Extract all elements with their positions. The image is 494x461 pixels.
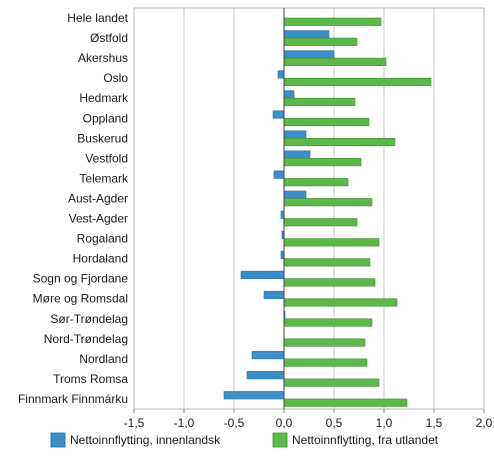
bar-utlandet bbox=[283, 117, 370, 127]
bar-utlandet bbox=[283, 258, 371, 267]
bar-utlandet bbox=[283, 138, 396, 147]
category-label: Buskerud bbox=[77, 131, 128, 145]
bar-utlandet bbox=[283, 178, 349, 187]
bar-utlandet bbox=[283, 77, 432, 86]
x-tick-label: -1,0 bbox=[174, 416, 195, 430]
x-tick-label: 1,5 bbox=[426, 416, 443, 430]
legend-label: Nettoinnflytting, fra utlandet bbox=[292, 433, 439, 447]
bar-utlandet bbox=[283, 358, 368, 367]
bar-innenlandsk bbox=[251, 351, 285, 360]
category-label: Vestfold bbox=[85, 151, 128, 165]
bar-utlandet bbox=[283, 218, 358, 227]
bar-innenlandsk bbox=[283, 190, 307, 199]
category-label: Østfold bbox=[90, 31, 128, 45]
category-label: Akershus bbox=[78, 51, 128, 65]
bar-utlandet bbox=[283, 158, 362, 167]
bar-utlandet bbox=[283, 278, 376, 287]
category-label: Nord-Trøndelag bbox=[44, 332, 128, 346]
x-tick-label: -0,5 bbox=[224, 416, 245, 430]
bar-innenlandsk bbox=[272, 110, 285, 119]
bar-utlandet bbox=[283, 398, 408, 407]
category-label: Aust-Agder bbox=[68, 191, 128, 205]
bar-utlandet bbox=[283, 318, 373, 327]
bar-utlandet bbox=[283, 37, 358, 46]
bar-innenlandsk bbox=[283, 130, 307, 139]
legend-swatch bbox=[272, 432, 288, 448]
category-label: Telemark bbox=[79, 171, 129, 185]
bar-innenlandsk bbox=[263, 290, 285, 300]
bar-utlandet bbox=[283, 57, 387, 66]
bar-innenlandsk bbox=[283, 90, 295, 99]
category-label: Finnmark Finnmárku bbox=[18, 392, 128, 406]
bar-utlandet bbox=[283, 97, 356, 107]
bar-innenlandsk bbox=[273, 170, 285, 179]
plot-area bbox=[133, 7, 485, 410]
bar-utlandet bbox=[283, 338, 366, 347]
x-tick-label: 0,0 bbox=[276, 416, 293, 430]
x-tick-label: 2,0 bbox=[476, 416, 493, 430]
category-label: Møre og Romsdal bbox=[33, 292, 128, 306]
category-label: Hele landet bbox=[67, 11, 128, 25]
bar-utlandet bbox=[283, 298, 398, 307]
category-label: Rogaland bbox=[77, 232, 128, 246]
bar-utlandet bbox=[283, 198, 373, 207]
category-label: Nordland bbox=[79, 352, 128, 366]
category-label: Vest-Agder bbox=[69, 212, 128, 226]
bar-utlandet bbox=[283, 17, 382, 26]
legend-label: Nettoinnflytting, innenlandsk bbox=[70, 433, 221, 447]
x-tick-label: -1,5 bbox=[124, 416, 145, 430]
bar-innenlandsk bbox=[240, 270, 285, 279]
category-label: Oslo bbox=[103, 71, 128, 85]
bar-innenlandsk bbox=[283, 150, 311, 159]
bar-utlandet bbox=[283, 378, 380, 387]
bar-innenlandsk bbox=[283, 30, 330, 39]
category-label: Oppland bbox=[83, 111, 128, 125]
bar-innenlandsk bbox=[223, 391, 285, 400]
category-label: Sogn og Fjordane bbox=[33, 272, 129, 286]
x-tick-label: 0,5 bbox=[326, 416, 343, 430]
category-label: Sør-Trøndelag bbox=[50, 312, 128, 326]
category-label: Hedmark bbox=[79, 91, 129, 105]
category-label: Hordaland bbox=[73, 252, 128, 266]
bar-utlandet bbox=[283, 238, 380, 247]
category-label: Troms Romsa bbox=[53, 372, 128, 386]
legend-swatch bbox=[50, 432, 66, 448]
bar-innenlandsk bbox=[246, 371, 285, 380]
bar-innenlandsk bbox=[277, 70, 285, 79]
x-tick-label: 1,0 bbox=[376, 416, 393, 430]
bar-innenlandsk bbox=[283, 50, 335, 59]
